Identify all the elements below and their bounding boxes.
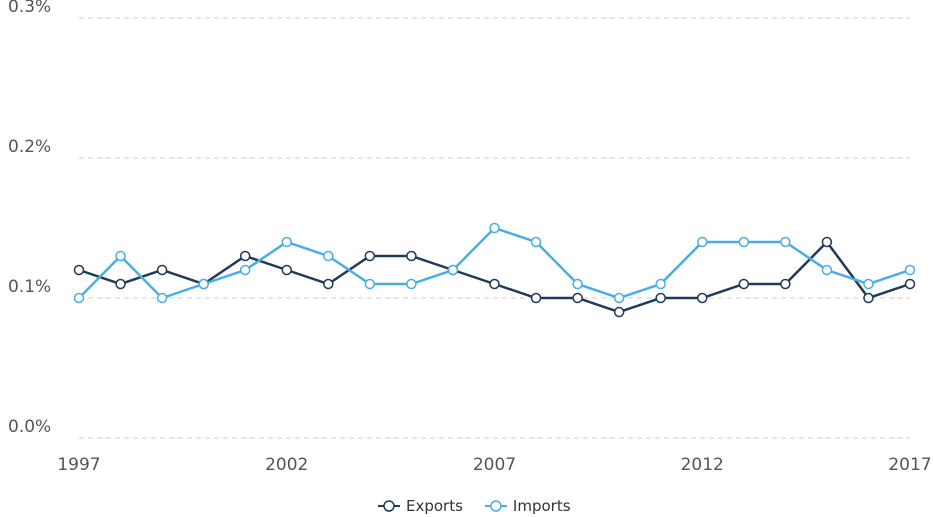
point [904,278,916,290]
point [239,250,251,262]
legend-marker [490,500,502,512]
point [613,292,625,304]
point [489,278,500,290]
point [613,306,625,318]
point [406,278,417,290]
point [447,264,459,276]
point [738,236,750,248]
point [364,278,376,290]
point [821,264,833,276]
x-tick-label: 2017 [888,455,931,475]
point [530,236,542,248]
point [115,278,126,290]
point [115,250,126,262]
point [655,292,666,304]
point [738,278,750,290]
x-tick-label: 2002 [265,455,308,475]
point [572,292,583,304]
legend-item: Exports [378,497,463,515]
legend-label: Imports [513,497,571,515]
point [156,292,168,304]
point [904,264,916,276]
point [323,278,334,290]
point [156,264,168,276]
legend-item: Imports [484,497,571,515]
point [239,264,251,276]
point [697,236,708,248]
point [655,278,666,290]
point [821,236,833,248]
x-tick-label: 1997 [57,455,100,475]
series-line [78,240,911,314]
point [863,292,874,304]
y-tick-label: 0.3% [8,0,51,17]
point [281,264,292,276]
y-tick-label: 0.0% [8,417,51,437]
point [73,292,85,304]
point [780,278,791,290]
x-tick-label: 2007 [473,455,516,475]
point [530,292,542,304]
point [489,222,500,234]
point [863,278,874,290]
point [364,250,376,262]
point [73,264,85,276]
legend-label: Exports [406,497,463,515]
y-tick-label: 0.2% [8,137,51,157]
point [281,236,292,248]
point [697,292,708,304]
point [572,278,583,290]
x-tick-label: 2012 [681,455,724,475]
point [406,250,417,262]
y-tick-label: 0.1% [8,277,51,297]
point [323,250,334,262]
legend-marker [383,500,395,512]
point [198,278,209,290]
point [780,236,791,248]
